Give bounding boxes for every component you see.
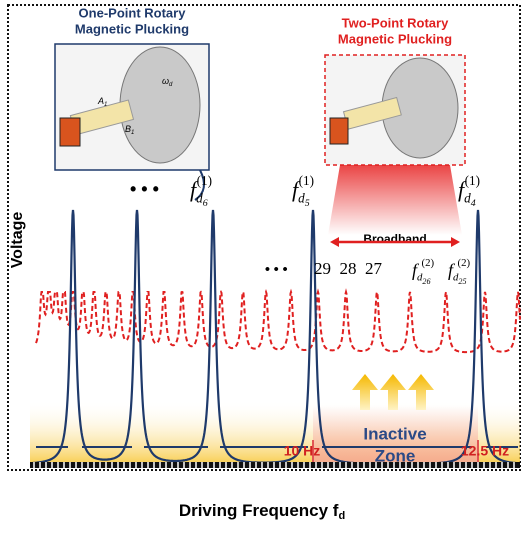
left-title: Magnetic Plucking: [75, 21, 189, 36]
label-part: f: [448, 260, 456, 280]
label-part: d: [298, 191, 305, 206]
label-part: d: [417, 272, 423, 284]
label-part: 6: [203, 198, 208, 209]
label-part: d: [453, 272, 459, 284]
label-part: f: [190, 177, 199, 202]
label-part: (1): [197, 173, 212, 188]
ellipsis: • • •: [130, 179, 159, 199]
peak-label: fd4 (1): [458, 173, 480, 209]
label-part: f: [292, 177, 301, 202]
right-title: Two-Point Rotary: [342, 15, 449, 30]
inset-label: A1: [97, 96, 107, 107]
x-axis-label: Driving Frequency fd: [179, 501, 345, 521]
inactive-label: Inactive: [363, 424, 426, 443]
label-part: f: [412, 260, 420, 280]
left-title: One-Point Rotary: [79, 5, 187, 20]
label-part: (1): [299, 173, 314, 188]
beam: [328, 165, 462, 235]
zone-markers: [312, 440, 479, 462]
math-labels: fd6(1) fd5(1) fd4(1)fd26(2) fd25(2): [190, 173, 480, 286]
freq-label: 10 Hz: [284, 443, 321, 459]
red-curve: [35, 288, 521, 354]
label-part: 25: [458, 277, 466, 286]
peak-label: fd26 (2): [412, 257, 435, 285]
label-part: (2): [422, 257, 435, 269]
disk: [119, 46, 201, 164]
label-part: 5: [305, 198, 310, 209]
two-point-numbers: 29 28 27: [314, 259, 383, 278]
label-part: f: [458, 177, 467, 202]
inset-arrow: [194, 169, 205, 201]
label-part: d: [464, 191, 471, 206]
inactive-zone-area: [313, 405, 478, 466]
magnet: [329, 117, 349, 145]
label-part: (2): [458, 257, 471, 269]
inset-label: B1: [125, 124, 134, 135]
label-part: (1): [465, 173, 480, 188]
label-part: 26: [422, 277, 430, 286]
up-arrows: [352, 374, 434, 410]
peak-label: fd5 (1): [292, 173, 314, 209]
ticks: [33, 462, 515, 468]
magnet: [59, 117, 81, 147]
right-title: Magnetic Plucking: [338, 31, 452, 46]
axis-ticks: [33, 462, 515, 468]
freq-label: 12.5 Hz: [461, 443, 509, 459]
inactive-label: Zone: [375, 446, 416, 465]
frame: [7, 4, 521, 471]
label-part: 4: [471, 198, 476, 209]
axis-bar: [30, 462, 520, 468]
ellipsis: • • •: [265, 261, 288, 277]
peak-label: fd6 (1): [190, 173, 212, 209]
inset-label: ωd: [162, 76, 173, 87]
peak-label: fd25 (2): [448, 257, 471, 285]
y-axis-label: Voltage: [9, 212, 26, 269]
broadband-label: Broadband: [363, 232, 426, 246]
label-part: d: [196, 191, 203, 206]
